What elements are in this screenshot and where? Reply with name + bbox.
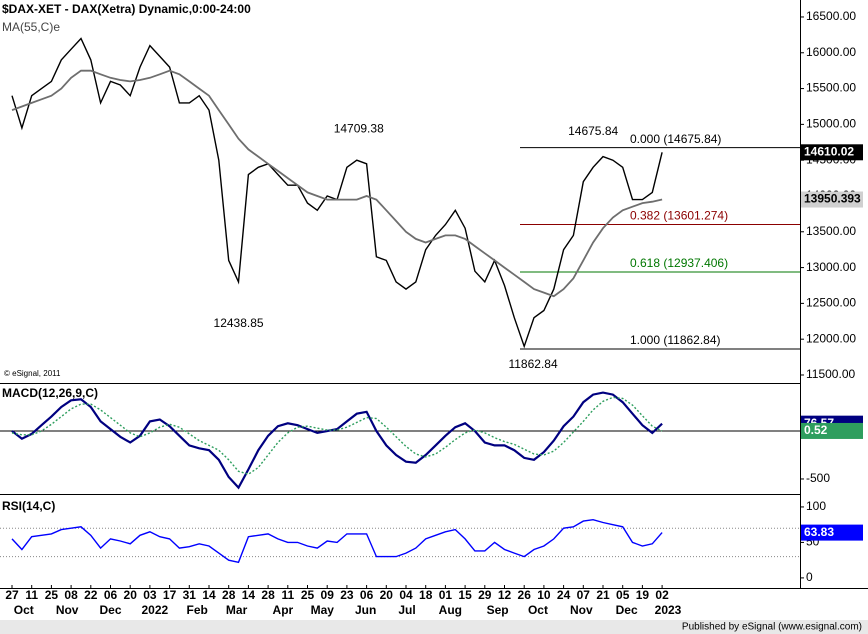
x-tick-label: 25 <box>301 588 315 602</box>
month-label: Jul <box>398 603 415 617</box>
last-value-label: 14610.02 <box>804 144 854 158</box>
chart-title: $DAX-XET - DAX(Xetra) Dynamic,0:00-24:00 <box>2 2 251 16</box>
month-label: Oct <box>14 603 34 617</box>
x-tick-label: 05 <box>616 588 630 602</box>
x-tick-label: 23 <box>340 588 354 602</box>
annotation: 12438.85 <box>214 316 264 330</box>
last-value-label: 13950.393 <box>804 192 861 206</box>
footer-bar <box>0 620 868 634</box>
month-label: Dec <box>99 603 121 617</box>
x-tick-label: 11 <box>281 588 294 602</box>
annotation: 14709.38 <box>334 121 384 135</box>
y-tick-label: 13000.00 <box>806 260 856 274</box>
x-tick-label: 22 <box>84 588 98 602</box>
x-tick-label: 28 <box>222 588 236 602</box>
y-tick-label: 100 <box>806 499 826 513</box>
y-tick-label: 12000.00 <box>806 331 856 345</box>
source: © eSignal, 2011 <box>4 369 61 378</box>
month-label: Feb <box>187 603 208 617</box>
x-tick-label: 14 <box>202 588 216 602</box>
annotation: 14675.84 <box>568 124 618 138</box>
ma-label: MA(55,C)e <box>2 20 60 34</box>
x-tick-label: 11 <box>25 588 38 602</box>
fib-label: 1.000 (11862.84) <box>630 333 721 347</box>
x-tick-label: 27 <box>5 588 19 602</box>
last-value-box <box>801 524 863 541</box>
y-tick-label: 16000.00 <box>806 45 856 59</box>
panel-title: MACD(12,26,9,C) <box>2 386 98 400</box>
panel-title: RSI(14,C) <box>2 499 55 513</box>
series-line <box>11 396 663 475</box>
x-tick-label: 31 <box>183 588 197 602</box>
month-label: Oct <box>528 603 548 617</box>
last-value-box <box>801 191 863 208</box>
x-tick-label: 04 <box>399 588 413 602</box>
x-tick-label: 29 <box>478 588 492 602</box>
series-line <box>11 391 663 490</box>
month-label: Apr <box>273 603 294 617</box>
y-tick-label: 13500.00 <box>806 224 856 238</box>
x-tick-label: 20 <box>380 588 394 602</box>
month-label: Mar <box>226 603 248 617</box>
last-value-box <box>801 144 863 161</box>
y-tick-label: 15000.00 <box>806 117 856 131</box>
y-tick-label: 15500.00 <box>806 81 856 95</box>
y-tick-label: 16500.00 <box>806 9 856 23</box>
x-tick-label: 02 <box>655 588 669 602</box>
fib-label: 0.382 (13601.274) <box>630 209 728 223</box>
x-tick-label: 03 <box>143 588 157 602</box>
x-tick-label: 12 <box>498 588 512 602</box>
y-tick-label: 12500.00 <box>806 296 856 310</box>
month-label: Sep <box>487 603 509 617</box>
y-tick-label: 0 <box>806 570 813 584</box>
y-tick-label: 11500.00 <box>806 367 855 381</box>
series-line <box>11 69 663 298</box>
x-tick-label: 08 <box>64 588 78 602</box>
x-tick-label: 14 <box>242 588 256 602</box>
month-label: Nov <box>56 603 79 617</box>
x-tick-label: 21 <box>596 588 610 602</box>
x-tick-label: 17 <box>163 588 177 602</box>
x-tick-label: 19 <box>636 588 650 602</box>
x-tick-label: 15 <box>458 588 472 602</box>
x-tick-label: 25 <box>45 588 59 602</box>
month-label: 2023 <box>655 603 682 617</box>
month-label: Aug <box>439 603 462 617</box>
last-value-label: 0.52 <box>804 423 828 437</box>
x-tick-label: 01 <box>439 588 453 602</box>
series-line <box>11 518 663 564</box>
month-label: May <box>311 603 335 617</box>
last-value-label: 63.83 <box>804 525 834 539</box>
annotation: 11862.84 <box>508 357 557 371</box>
month-label: 2022 <box>141 603 168 617</box>
x-tick-label: 09 <box>321 588 335 602</box>
fib-label: 0.618 (12937.406) <box>630 256 728 270</box>
last-value-box <box>801 422 863 439</box>
x-tick-label: 28 <box>261 588 275 602</box>
fib-label: 0.000 (14675.84) <box>630 132 721 146</box>
x-tick-label: 10 <box>537 588 551 602</box>
x-tick-label: 20 <box>124 588 138 602</box>
x-tick-label: 24 <box>557 588 571 602</box>
month-label: Nov <box>570 603 593 617</box>
x-tick-label: 06 <box>360 588 374 602</box>
y-tick-label: -500 <box>806 471 830 485</box>
footer: Published by eSignal (www.esignal.com) <box>682 622 862 633</box>
x-tick-label: 26 <box>518 588 532 602</box>
x-tick-label: 18 <box>419 588 433 602</box>
month-label: Jun <box>355 603 376 617</box>
x-tick-label: 07 <box>577 588 591 602</box>
x-tick-label: 06 <box>104 588 118 602</box>
month-label: Dec <box>616 603 638 617</box>
